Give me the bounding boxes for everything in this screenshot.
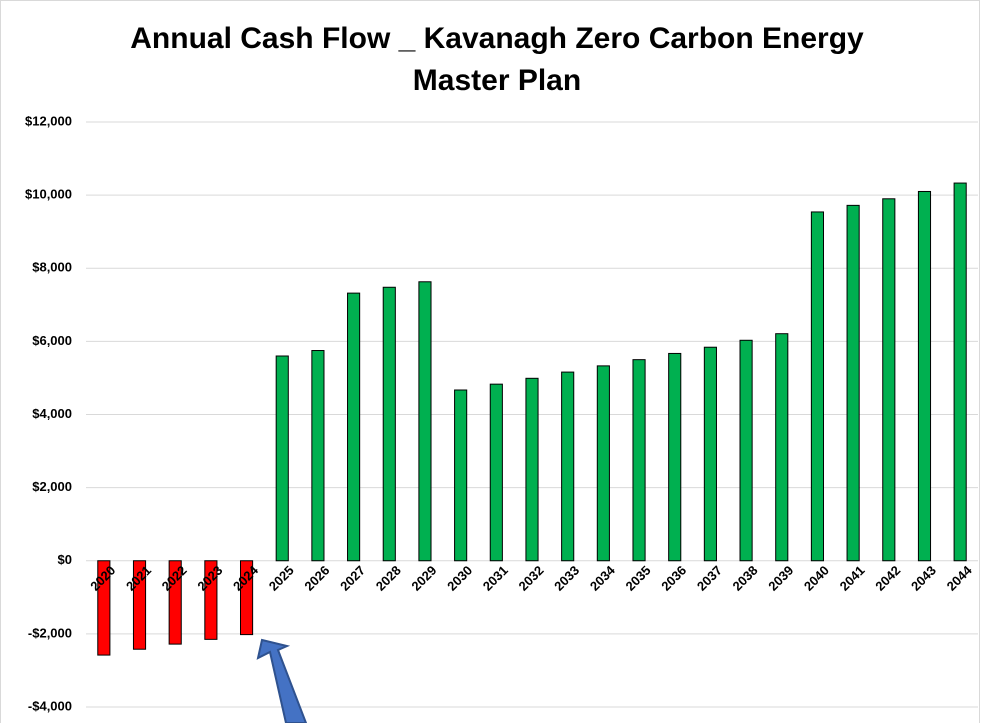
bar xyxy=(97,560,111,656)
bar xyxy=(204,560,218,640)
bar xyxy=(239,560,254,636)
bar xyxy=(703,346,717,562)
chart-title: Annual Cash Flow _ Kavanagh Zero Carbon … xyxy=(130,22,864,97)
bar xyxy=(882,198,896,562)
y-tick-label: -$4,000 xyxy=(28,698,72,713)
bar xyxy=(668,352,682,562)
y-tick-label: $8,000 xyxy=(32,260,72,275)
bar xyxy=(561,371,575,562)
bar xyxy=(775,333,789,562)
bar xyxy=(418,281,432,562)
bar xyxy=(953,182,967,562)
bar xyxy=(632,359,646,562)
y-tick-label: $10,000 xyxy=(25,187,72,202)
bar xyxy=(596,365,610,562)
arrow xyxy=(256,638,308,723)
bar xyxy=(525,377,539,562)
bar xyxy=(347,292,361,562)
bar xyxy=(454,389,468,562)
bar xyxy=(382,286,396,562)
bar xyxy=(739,339,753,562)
bar xyxy=(489,383,503,562)
y-tick-label: -$2,000 xyxy=(28,625,72,640)
y-tick-label: $4,000 xyxy=(32,406,72,421)
y-tick-label: $12,000 xyxy=(25,113,72,128)
y-tick-label: $0 xyxy=(58,552,72,567)
bar xyxy=(275,355,289,562)
y-tick-label: $6,000 xyxy=(32,333,72,348)
y-tick-label: $2,000 xyxy=(32,479,72,494)
bar xyxy=(132,560,147,650)
bar xyxy=(168,560,182,645)
bar xyxy=(846,204,860,562)
bar xyxy=(917,190,932,562)
bar xyxy=(311,350,325,562)
bar xyxy=(810,211,825,562)
